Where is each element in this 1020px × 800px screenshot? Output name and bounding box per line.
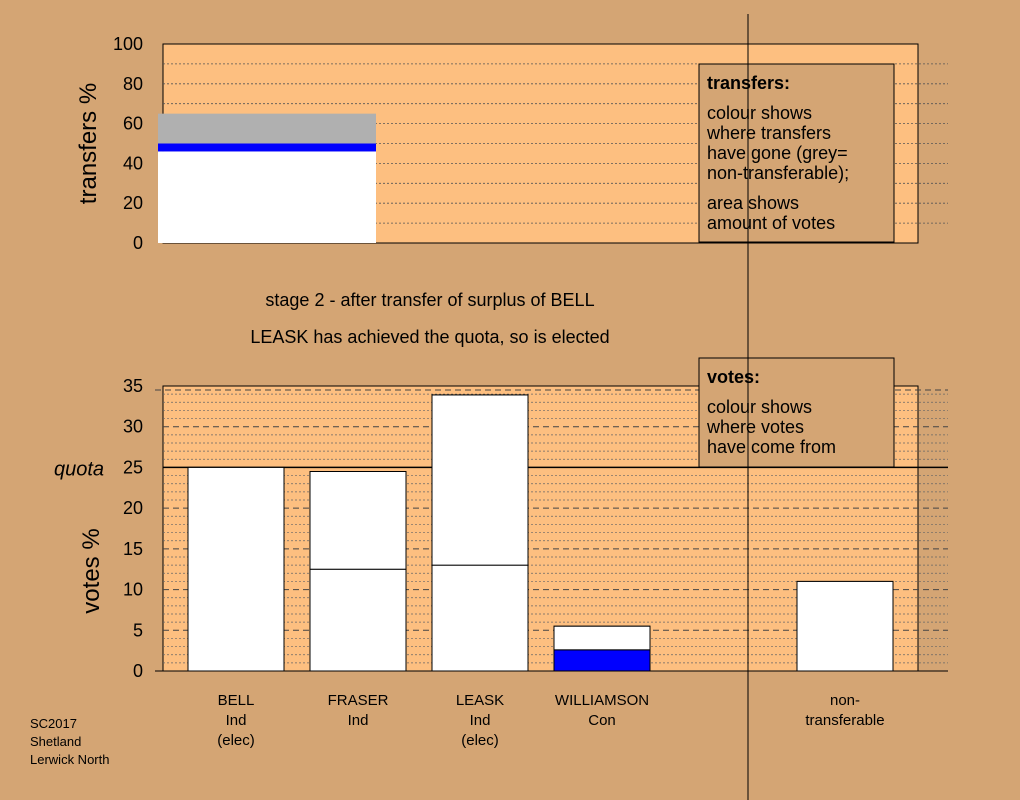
footer: SC2017 Shetland Lerwick North (30, 716, 109, 767)
y-tick-label: 0 (133, 661, 143, 681)
elected-text: LEASK has achieved the quota, so is elec… (250, 327, 609, 347)
y-tick-label: 60 (123, 114, 143, 134)
y-tick-label: 80 (123, 74, 143, 94)
votes-legend-title: votes: (707, 367, 760, 387)
y-tick-label: 10 (123, 580, 143, 600)
transfers-legend-box: transfers: colour shows where transfers … (698, 63, 895, 243)
footer-line: Shetland (30, 734, 81, 749)
candidate-label: BELL (218, 692, 255, 709)
candidate-label: (elec) (217, 732, 255, 749)
y-tick-label: 20 (123, 498, 143, 518)
candidate-label: Ind (348, 712, 369, 729)
transfer-segment (158, 143, 376, 152)
y-tick-label: 35 (123, 376, 143, 396)
stage-text: stage 2 - after transfer of surplus of B… (265, 290, 594, 310)
votes-legend-line: colour shows (707, 397, 812, 417)
transfers-legend-title: transfers: (707, 73, 790, 93)
vote-segment (553, 649, 651, 672)
y-tick-label: 40 (123, 153, 143, 173)
transfers-legend-line: where transfers (706, 123, 831, 143)
y-tick-label: 5 (133, 620, 143, 640)
y-tick-label: 25 (123, 457, 143, 477)
y-tick-label: 30 (123, 417, 143, 437)
footer-line: Lerwick North (30, 752, 109, 767)
candidate-label: Ind (470, 712, 491, 729)
y-axis-title: votes % (78, 528, 105, 613)
vote-segment (796, 580, 894, 672)
transfers-legend-line: non-transferable); (707, 163, 849, 183)
quota-label: quota (54, 458, 104, 480)
candidate-label: transferable (805, 712, 884, 729)
y-tick-label: 0 (133, 233, 143, 253)
transfers-legend-line: have gone (grey= (707, 143, 848, 163)
vote-segment (187, 466, 285, 672)
footer-line: SC2017 (30, 716, 77, 731)
transfers-legend-line: area shows (707, 193, 799, 213)
transfer-segment (158, 151, 376, 243)
candidate-label: non- (830, 692, 860, 709)
votes-legend-line: where votes (706, 417, 804, 437)
vote-segment (431, 564, 529, 672)
vote-segment (309, 471, 407, 570)
vote-segment (309, 568, 407, 672)
y-axis-title: transfers % (75, 83, 102, 204)
y-tick-label: 20 (123, 193, 143, 213)
candidate-label: WILLIAMSON (555, 692, 649, 709)
y-tick-label: 15 (123, 539, 143, 559)
y-tick-label: 100 (113, 34, 143, 54)
vote-segment (431, 394, 529, 566)
candidate-label: FRASER (328, 692, 389, 709)
vote-segment (553, 625, 651, 651)
candidate-label: Ind (226, 712, 247, 729)
candidate-label: LEASK (456, 692, 504, 709)
votes-legend-box: votes: colour shows where votes have com… (698, 357, 895, 468)
transfers-legend-line: amount of votes (707, 213, 835, 233)
transfer-segment (158, 113, 376, 144)
candidate-label: Con (588, 712, 616, 729)
votes-legend-line: have come from (707, 437, 836, 457)
transfers-legend-line: colour shows (707, 103, 812, 123)
candidate-label: (elec) (461, 732, 499, 749)
